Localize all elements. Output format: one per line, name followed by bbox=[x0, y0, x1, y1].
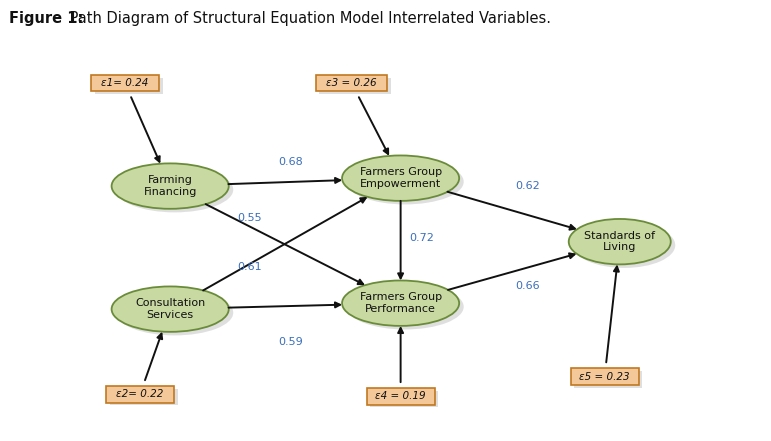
FancyBboxPatch shape bbox=[106, 386, 174, 403]
FancyBboxPatch shape bbox=[366, 388, 435, 405]
Text: 0.59: 0.59 bbox=[278, 336, 304, 347]
Ellipse shape bbox=[116, 290, 234, 336]
Text: ε5 = 0.23: ε5 = 0.23 bbox=[579, 372, 630, 381]
Ellipse shape bbox=[342, 156, 460, 201]
Text: Farmers Group
Empowerment: Farmers Group Empowerment bbox=[359, 168, 442, 189]
Text: 0.68: 0.68 bbox=[278, 157, 304, 167]
FancyBboxPatch shape bbox=[95, 78, 163, 94]
Text: 0.62: 0.62 bbox=[515, 181, 540, 191]
Ellipse shape bbox=[342, 280, 460, 326]
FancyBboxPatch shape bbox=[109, 389, 177, 405]
FancyBboxPatch shape bbox=[319, 78, 391, 94]
FancyBboxPatch shape bbox=[91, 75, 159, 91]
FancyBboxPatch shape bbox=[370, 391, 439, 407]
Ellipse shape bbox=[347, 159, 463, 205]
Text: Farming
Financing: Farming Financing bbox=[143, 176, 197, 197]
Text: 0.66: 0.66 bbox=[515, 281, 540, 291]
FancyBboxPatch shape bbox=[571, 368, 638, 385]
Text: ε3 = 0.26: ε3 = 0.26 bbox=[326, 78, 377, 88]
Text: ε4 = 0.19: ε4 = 0.19 bbox=[375, 392, 426, 401]
Text: ε2= 0.22: ε2= 0.22 bbox=[116, 389, 163, 400]
Text: 0.61: 0.61 bbox=[237, 262, 262, 273]
Ellipse shape bbox=[347, 284, 463, 329]
Ellipse shape bbox=[574, 223, 675, 268]
Text: Standards of
Living: Standards of Living bbox=[584, 231, 655, 252]
FancyBboxPatch shape bbox=[315, 75, 387, 91]
Text: 0.55: 0.55 bbox=[237, 213, 262, 223]
FancyBboxPatch shape bbox=[574, 371, 642, 388]
Text: ε1= 0.24: ε1= 0.24 bbox=[101, 78, 149, 88]
Ellipse shape bbox=[112, 287, 229, 332]
Ellipse shape bbox=[116, 167, 234, 213]
Ellipse shape bbox=[112, 164, 229, 209]
Text: Consultation
Services: Consultation Services bbox=[135, 299, 205, 320]
Text: 0.72: 0.72 bbox=[409, 233, 434, 243]
Text: Path Diagram of Structural Equation Model Interrelated Variables.: Path Diagram of Structural Equation Mode… bbox=[65, 11, 550, 26]
Text: Farmers Group
Performance: Farmers Group Performance bbox=[359, 292, 442, 314]
Ellipse shape bbox=[569, 219, 671, 264]
Text: Figure 1:: Figure 1: bbox=[9, 11, 83, 26]
